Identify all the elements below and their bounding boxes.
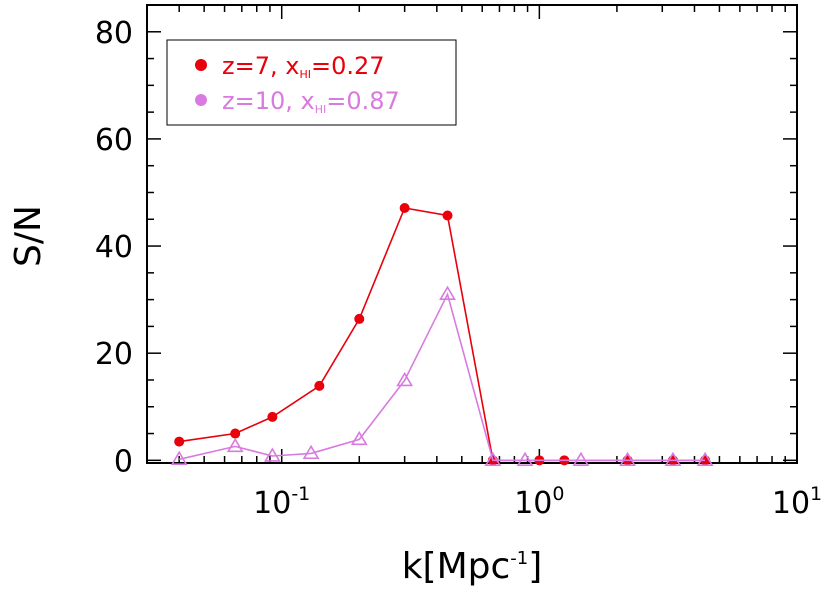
x-tick-label: 10-1 xyxy=(253,483,310,521)
x-axis-label-main: k[Mpc xyxy=(402,546,511,587)
data-point-series-2 xyxy=(439,285,456,300)
data-point-series-2 xyxy=(396,371,414,387)
data-point-series-2 xyxy=(619,451,636,467)
y-tick-label: 20 xyxy=(95,337,133,372)
y-tick-label: 0 xyxy=(114,444,133,479)
legend-box xyxy=(166,39,457,126)
data-point-series-2 xyxy=(350,430,368,446)
legend-marker-series-2 xyxy=(195,94,207,106)
series-line-1 xyxy=(179,207,706,462)
data-point-series-1 xyxy=(354,313,365,324)
series-line-2 xyxy=(179,292,706,462)
legend-label-series-1: z=7, xHI=0.27 xyxy=(222,52,385,81)
x-tick-label: 100 xyxy=(514,483,564,521)
legend-label-series-2: z=10, xHI=0.87 xyxy=(222,87,400,116)
legend: z=7, xHI=0.27 z=10, xHI=0.87 xyxy=(166,39,457,126)
series-layer xyxy=(170,203,714,467)
data-point-series-2 xyxy=(664,451,682,467)
y-axis-label: S/N xyxy=(8,205,49,267)
data-point-series-2 xyxy=(696,451,714,467)
data-point-series-1 xyxy=(230,428,241,439)
data-point-series-2 xyxy=(516,451,534,467)
data-point-series-1 xyxy=(174,436,185,447)
legend-marker-series-1 xyxy=(195,59,207,71)
data-point-series-2 xyxy=(484,451,502,467)
x-axis: 10-1 100 101 xyxy=(146,5,822,521)
x-axis-label-close: ] xyxy=(528,546,542,587)
data-point-series-1 xyxy=(314,380,325,391)
data-point-series-2 xyxy=(572,451,590,467)
data-point-series-1 xyxy=(267,411,278,422)
data-point-series-1 xyxy=(442,210,453,221)
data-point-series-2 xyxy=(263,447,281,462)
y-axis: 0 20 40 60 80 xyxy=(95,16,797,479)
plot-frame xyxy=(146,4,798,464)
data-point-series-2 xyxy=(302,444,320,460)
x-axis-label: k[Mpc-1] xyxy=(402,546,543,587)
data-point-series-2 xyxy=(226,437,244,453)
data-point-series-2 xyxy=(170,450,188,465)
x-tick-label: 101 xyxy=(772,483,822,521)
y-tick-label: 60 xyxy=(95,123,133,158)
data-point-series-1 xyxy=(399,203,410,214)
y-tick-label: 40 xyxy=(95,230,133,265)
x-axis-label-exponent: -1 xyxy=(510,548,528,569)
y-tick-label: 80 xyxy=(95,16,133,51)
